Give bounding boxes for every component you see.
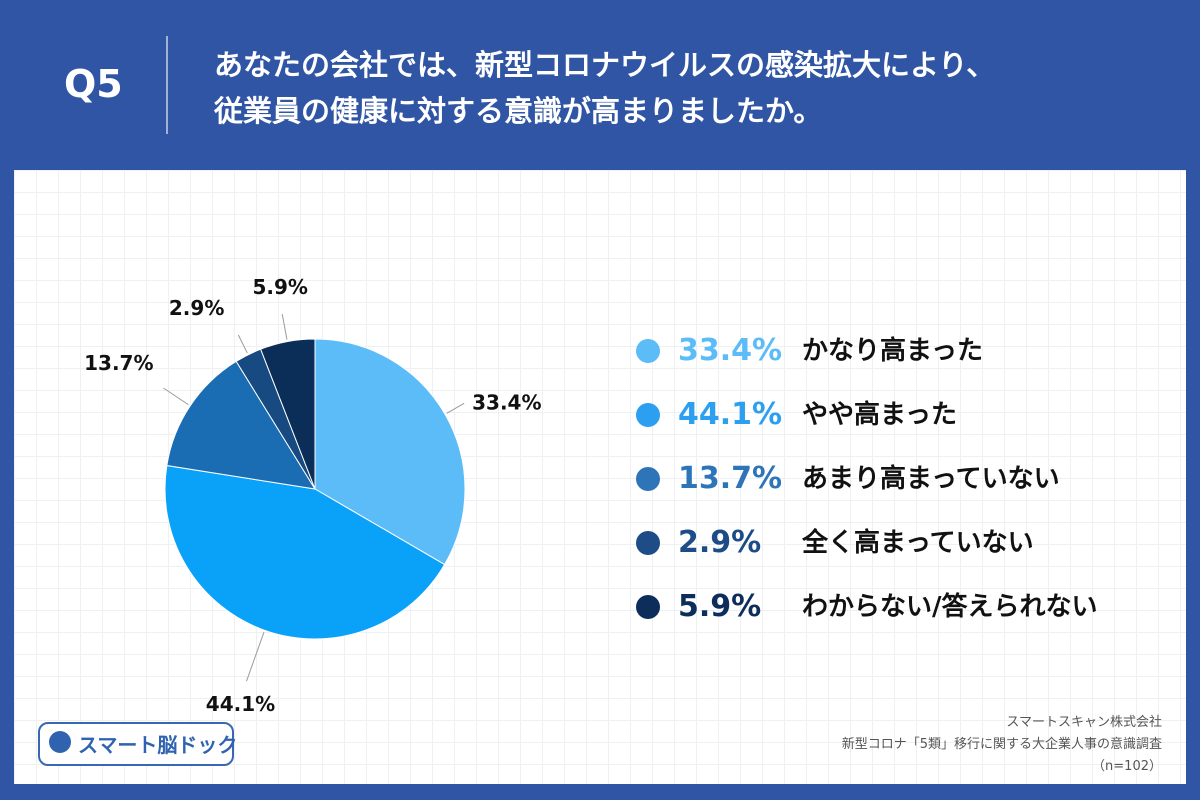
- legend-label: わからない/答えられない: [802, 592, 1098, 622]
- legend-dot: [636, 339, 660, 363]
- legend-percent: 2.9%: [678, 525, 762, 560]
- legend-label: 全く高まっていない: [802, 528, 1034, 558]
- pie-slice: [260, 338, 316, 490]
- legend-dot: [636, 595, 660, 619]
- leader-line: [237, 334, 248, 354]
- leader-line: [246, 632, 265, 682]
- credit-survey: 新型コロナ「5類」移行に関する大企業人事の意識調査: [841, 737, 1162, 752]
- question-title: あなたの会社では、新型コロナウイルスの感染拡大により、 従業員の健康に対する意識…: [214, 42, 1174, 134]
- legend-dot: [636, 467, 660, 491]
- legend-item: 44.1% やや高まった: [636, 394, 1166, 458]
- credit-sample: （n=102）: [1092, 759, 1162, 774]
- pie-slice: [314, 338, 466, 566]
- header-divider: [166, 36, 168, 134]
- leader-line: [163, 387, 189, 406]
- question-line-2: 従業員の健康に対する意識が高まりましたか。: [214, 94, 823, 128]
- slice-data-label: 2.9%: [169, 296, 224, 320]
- legend-item: 33.4% かなり高まった: [636, 330, 1166, 394]
- legend-label: やや高まった: [802, 400, 957, 430]
- slice-data-label: 33.4%: [472, 390, 541, 414]
- legend-dot: [636, 403, 660, 427]
- legend-label: かなり高まった: [802, 336, 983, 366]
- chart-panel: 33.4% 44.1% 13.7% 2.9% 5.9% 33.4% かなり高まった 44…: [14, 170, 1186, 784]
- slice-data-label: 44.1%: [206, 692, 275, 716]
- pie-slice: [164, 464, 446, 640]
- legend-percent: 44.1%: [678, 397, 783, 432]
- smart-brain-dock-logo: スマート脳ドック: [38, 722, 238, 766]
- slice-data-label: 5.9%: [252, 275, 307, 299]
- legend-item: 13.7% あまり高まっていない: [636, 458, 1166, 522]
- question-line-1: あなたの会社では、新型コロナウイルスの感染拡大により、: [214, 48, 996, 82]
- brain-scan-icon: [49, 731, 71, 753]
- pie-slice: [166, 360, 316, 490]
- credit-company: スマートスキャン株式会社: [1006, 715, 1162, 730]
- legend-percent: 33.4%: [678, 333, 783, 368]
- legend-percent: 13.7%: [678, 461, 783, 496]
- legend-item: 2.9% 全く高まっていない: [636, 522, 1166, 586]
- source-credit: スマートスキャン株式会社 新型コロナ「5類」移行に関する大企業人事の意識調査 （…: [842, 712, 1162, 778]
- question-number: Q5: [64, 62, 123, 106]
- logo-text: スマート脳ドック: [78, 733, 238, 757]
- legend-label: あまり高まっていない: [802, 464, 1060, 494]
- leader-line: [281, 313, 288, 340]
- pie-chart: 33.4% 44.1% 13.7% 2.9% 5.9%: [84, 275, 541, 716]
- legend-percent: 5.9%: [678, 589, 762, 624]
- legend-item: 5.9% わからない/答えられない: [636, 586, 1166, 650]
- leader-line: [446, 402, 465, 414]
- header: Q5 あなたの会社では、新型コロナウイルスの感染拡大により、 従業員の健康に対す…: [0, 0, 1200, 170]
- legend-dot: [636, 531, 660, 555]
- slice-data-label: 13.7%: [84, 351, 153, 375]
- legend: 33.4% かなり高まった 44.1% やや高まった 13.7% あまり高まって…: [636, 330, 1166, 650]
